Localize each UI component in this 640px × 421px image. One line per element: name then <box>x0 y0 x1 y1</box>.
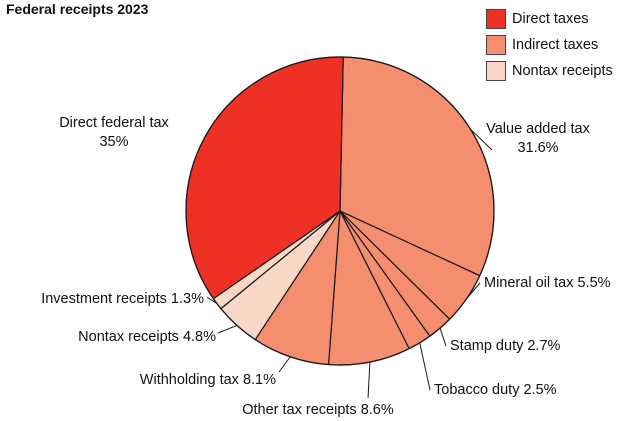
legend-item-direct-taxes: Direct taxes <box>486 8 613 30</box>
slice-label-direct-federal-tax: Direct federal tax 35% <box>59 115 169 150</box>
slice-label-other-tax-receipts: Other tax receipts 8.6% <box>242 402 394 418</box>
legend-swatch-indirect-taxes <box>486 35 506 55</box>
chart-title: Federal receipts 2023 <box>6 1 149 17</box>
slice-label-investment-receipts: Investment receipts 1.3% <box>41 291 204 307</box>
leader-line-investment-receipts <box>206 296 218 305</box>
slice-label-nontax-receipts: Nontax receipts 4.8% <box>78 329 216 345</box>
legend-item-nontax-receipts: Nontax receipts <box>486 60 613 82</box>
leader-line-withholding-tax <box>278 356 291 373</box>
leader-line-stamp-duty <box>439 327 447 347</box>
leader-line-nontax-receipts <box>217 324 238 334</box>
legend: Direct taxes Indirect taxes Nontax recei… <box>486 8 613 86</box>
legend-item-indirect-taxes: Indirect taxes <box>486 34 613 56</box>
leader-line-value-added-tax <box>470 129 493 151</box>
slice-label-withholding-tax: Withholding tax 8.1% <box>140 372 276 388</box>
legend-swatch-direct-taxes <box>486 9 506 29</box>
leader-line-tobacco-duty <box>419 342 431 391</box>
pie-outline <box>185 56 495 366</box>
leader-line-other-tax-receipts <box>367 362 371 399</box>
slice-label-tobacco-duty: Tobacco duty 2.5% <box>434 382 557 398</box>
legend-label-indirect-taxes: Indirect taxes <box>512 37 599 53</box>
slice-label-stamp-duty: Stamp duty 2.7% <box>450 338 561 354</box>
legend-label-nontax-receipts: Nontax receipts <box>512 63 613 79</box>
legend-label-direct-taxes: Direct taxes <box>512 11 589 27</box>
slice-label-value-added-tax: Value added tax 31.6% <box>486 121 590 156</box>
slice-label-mineral-oil-tax: Mineral oil tax 5.5% <box>484 275 611 291</box>
legend-swatch-nontax-receipts <box>486 61 506 81</box>
